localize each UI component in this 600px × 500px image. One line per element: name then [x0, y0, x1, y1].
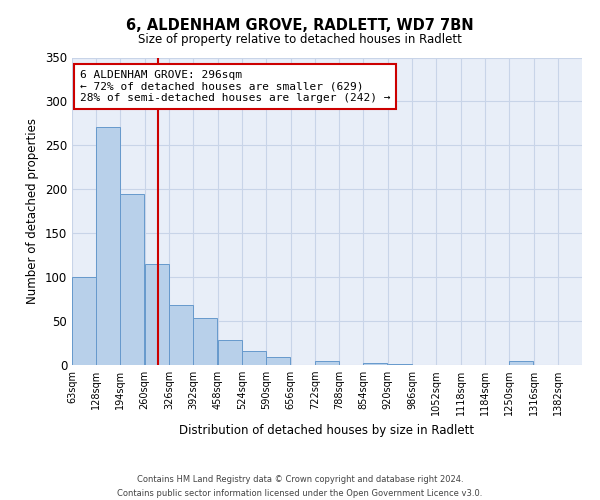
Bar — [193, 318, 217, 365]
X-axis label: Distribution of detached houses by size in Radlett: Distribution of detached houses by size … — [179, 424, 475, 436]
Bar — [120, 194, 144, 365]
Bar — [509, 362, 533, 365]
Bar — [169, 306, 193, 365]
Bar — [242, 351, 266, 365]
Bar — [96, 127, 120, 365]
Bar — [315, 360, 339, 365]
Text: Contains HM Land Registry data © Crown copyright and database right 2024.
Contai: Contains HM Land Registry data © Crown c… — [118, 476, 482, 498]
Text: 6, ALDENHAM GROVE, RADLETT, WD7 7BN: 6, ALDENHAM GROVE, RADLETT, WD7 7BN — [126, 18, 474, 32]
Y-axis label: Number of detached properties: Number of detached properties — [26, 118, 40, 304]
Bar — [145, 264, 169, 365]
Text: Size of property relative to detached houses in Radlett: Size of property relative to detached ho… — [138, 32, 462, 46]
Bar — [218, 340, 242, 365]
Bar — [72, 277, 96, 365]
Bar — [364, 363, 388, 365]
Bar — [266, 357, 290, 365]
Text: 6 ALDENHAM GROVE: 296sqm
← 72% of detached houses are smaller (629)
28% of semi-: 6 ALDENHAM GROVE: 296sqm ← 72% of detach… — [80, 70, 390, 103]
Bar — [388, 364, 412, 365]
